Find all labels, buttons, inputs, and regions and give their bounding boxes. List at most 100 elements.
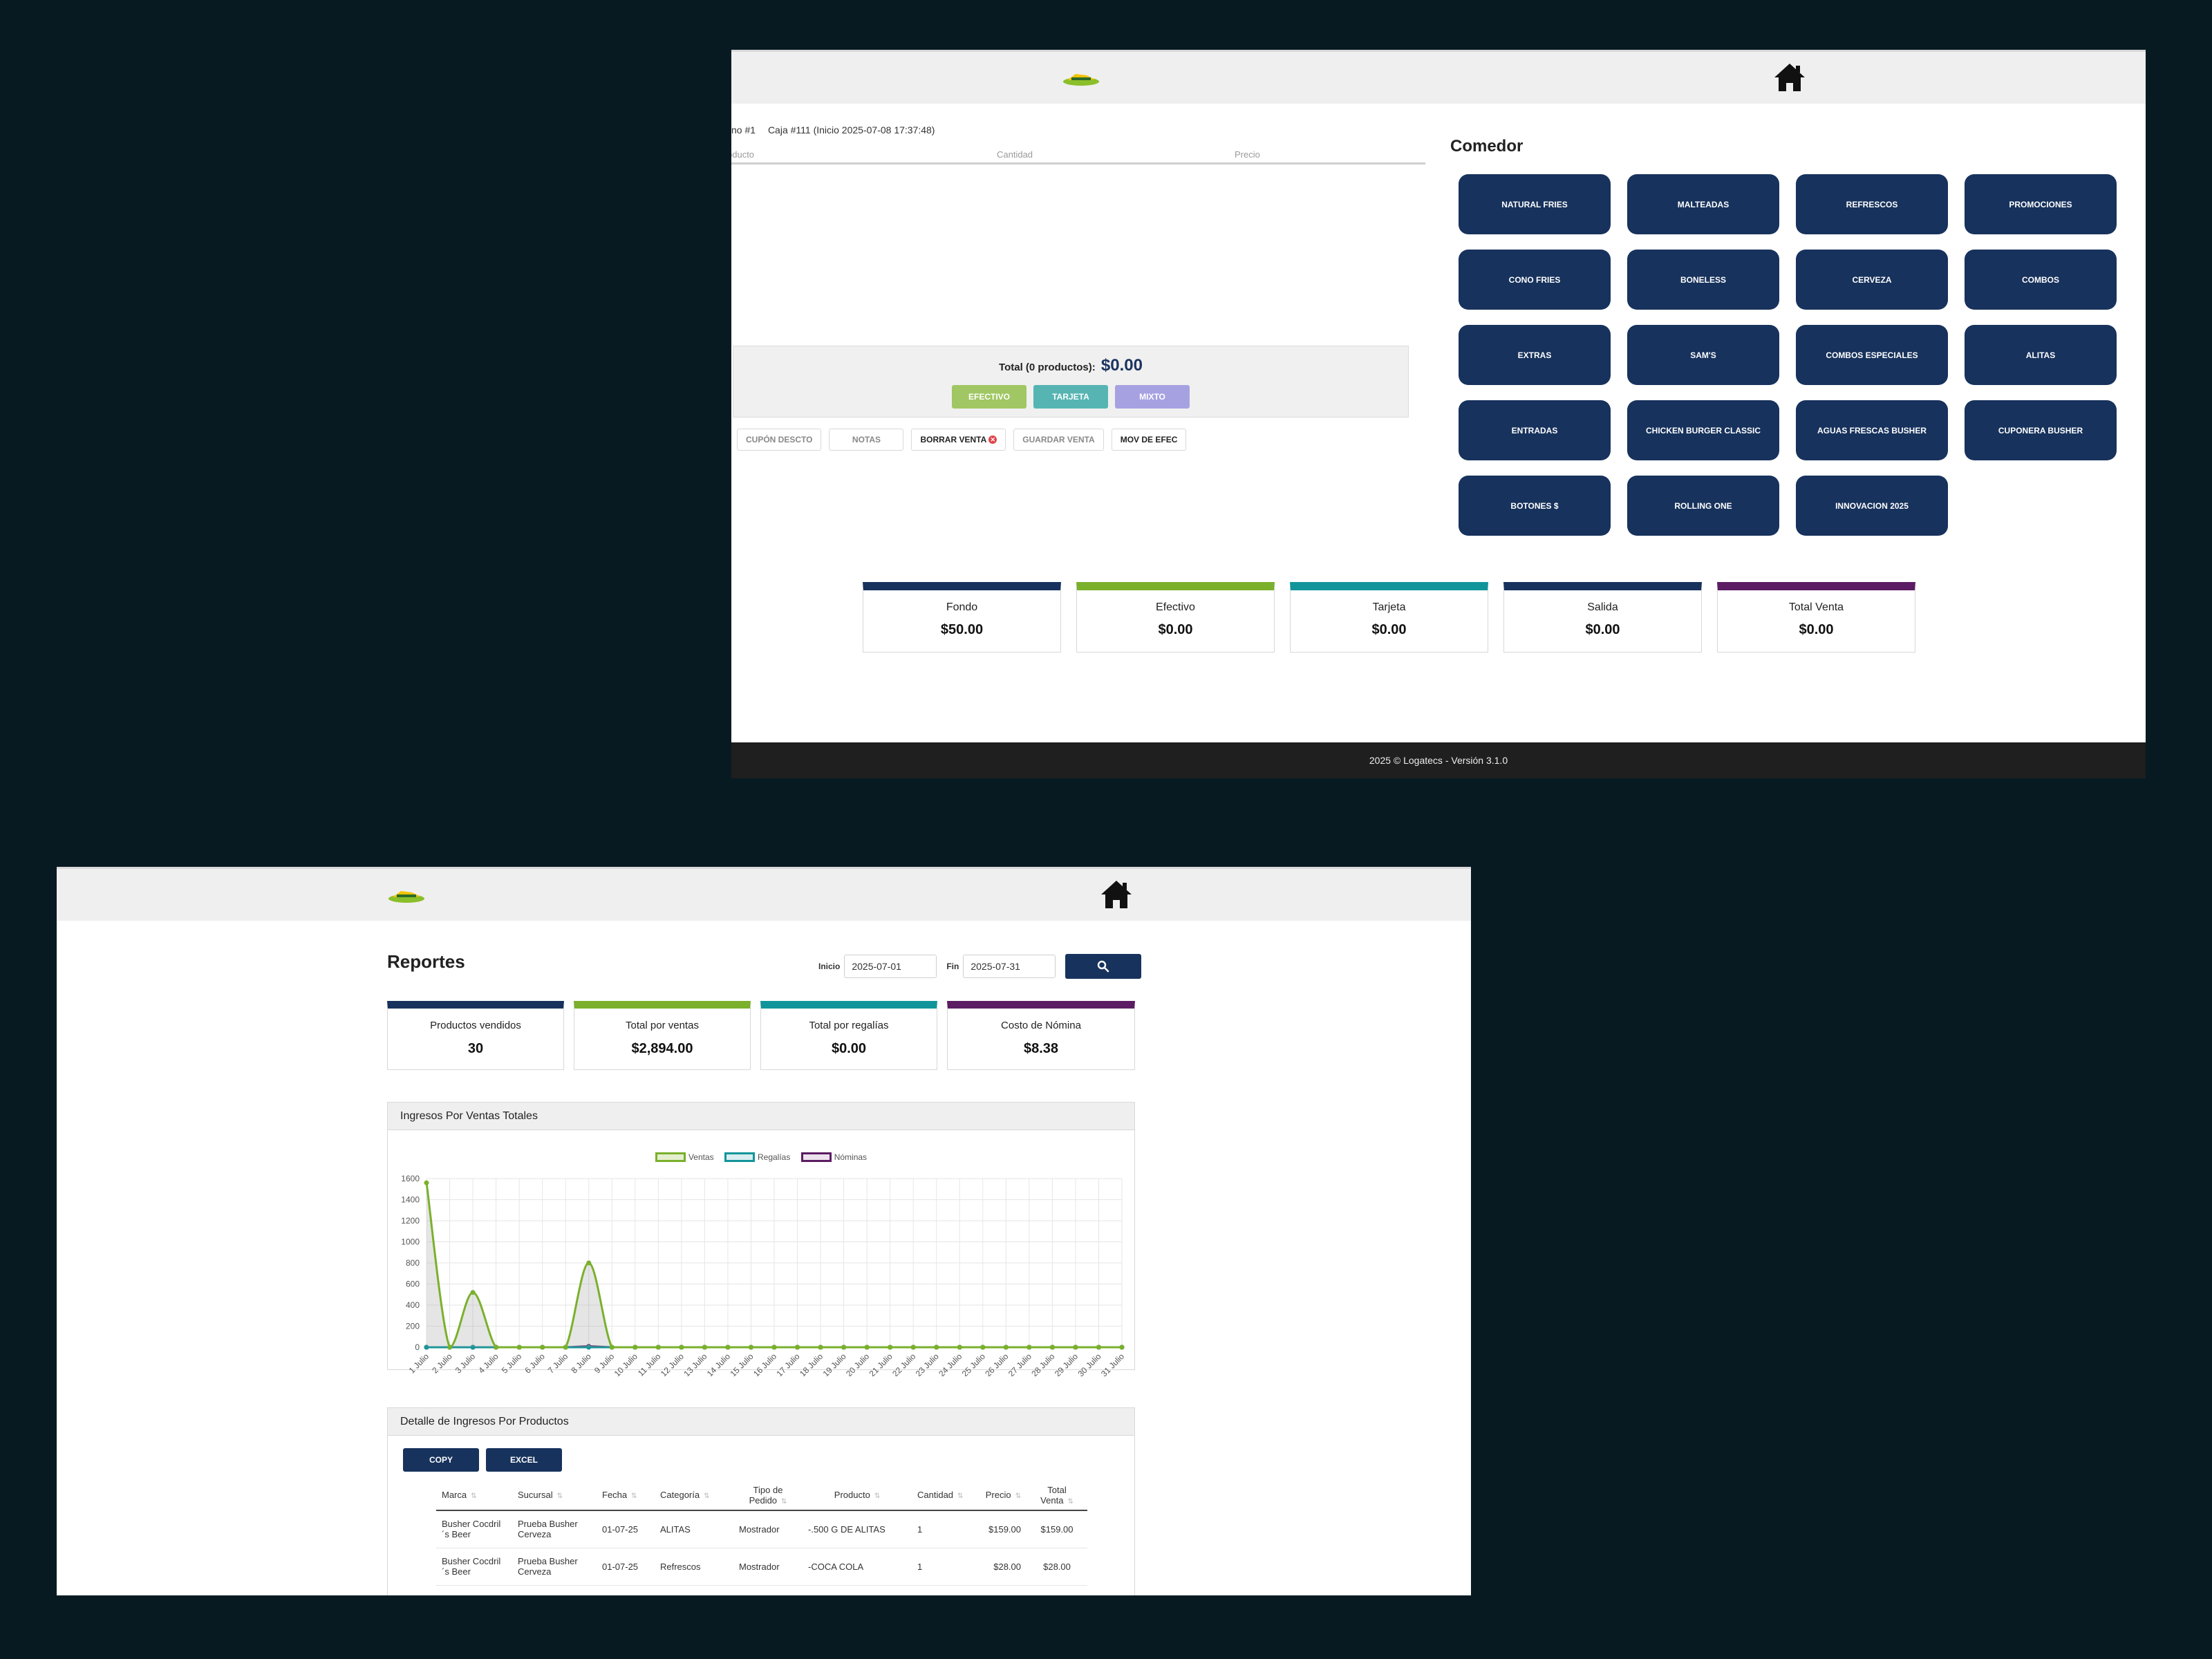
- category-cerveza[interactable]: CERVEZA: [1796, 250, 1948, 310]
- column-label: Categoría: [660, 1490, 700, 1500]
- sort-icon: ⇅: [631, 1492, 637, 1500]
- data-point: [1073, 1344, 1078, 1350]
- x-tick-label: 2 Julio: [430, 1351, 454, 1376]
- category-cono-fries[interactable]: CONO FRIES: [1459, 250, 1611, 310]
- category-promociones[interactable]: PROMOCIONES: [1965, 174, 2117, 234]
- sales-line-chart: 0 200 400 600 800 1000 1200 1400 1600 1 Julio 2 Ju…: [401, 1174, 1126, 1376]
- data-point: [725, 1344, 731, 1350]
- column-label: Sucursal: [518, 1490, 553, 1500]
- column-header-producto[interactable]: Producto ⇅: [803, 1480, 912, 1511]
- mixed-button[interactable]: MIXTO: [1115, 385, 1190, 409]
- brand-logo: [388, 891, 424, 903]
- coupon-button[interactable]: CUPÓN DESCTO: [737, 429, 822, 451]
- home-icon[interactable]: [1099, 879, 1134, 910]
- copy-button[interactable]: COPY: [403, 1448, 479, 1472]
- legend-item-ventas[interactable]: Ventas: [655, 1152, 714, 1162]
- data-point: [748, 1344, 753, 1350]
- category-combos-especiales[interactable]: COMBOS ESPECIALES: [1796, 325, 1948, 385]
- y-tick-label: 1600: [401, 1174, 420, 1183]
- kpi-label: Costo de Nómina: [1001, 1020, 1081, 1031]
- y-tick-label: 800: [406, 1258, 420, 1268]
- cell-precio: $159.00: [974, 1510, 1027, 1548]
- cell-tipo-pedido: Mostrador: [733, 1510, 803, 1548]
- data-point: [632, 1344, 638, 1350]
- chart-panel: Ingresos Por Ventas Totales Ventas Regal…: [387, 1102, 1135, 1376]
- date-filters: Inicio 2025-07-01 Fin 2025-07-31: [818, 954, 1142, 979]
- column-header-sucursal[interactable]: Sucursal ⇅: [512, 1480, 597, 1511]
- category-boneless[interactable]: BONELESS: [1627, 250, 1779, 310]
- cell-producto: -COCA COLA: [803, 1548, 912, 1586]
- register-label: Caja #111 (Inicio 2025-07-08 17:37:48): [767, 124, 935, 135]
- cell-marca: Busher Cocdril´s Beer: [436, 1548, 512, 1586]
- category-chicken-burger-classic[interactable]: CHICKEN BURGER CLASSIC: [1627, 400, 1779, 460]
- cash-movement-button[interactable]: MOV DE EFEC: [1111, 429, 1187, 451]
- category-rolling-one[interactable]: ROLLING ONE: [1627, 476, 1779, 536]
- cell-total-venta: $159.00: [1027, 1510, 1087, 1548]
- legend-item-regalias[interactable]: Regalías: [724, 1152, 790, 1162]
- x-tick-label: 1 Julio: [407, 1351, 431, 1376]
- column-header-categoria[interactable]: Categoría ⇅: [655, 1480, 733, 1511]
- search-button[interactable]: [1065, 954, 1142, 979]
- category-refrescos[interactable]: REFRESCOS: [1796, 174, 1948, 234]
- category-alitas[interactable]: ALITAS: [1965, 325, 2117, 385]
- y-tick-label: 200: [406, 1322, 420, 1331]
- column-header-tipo-pedido[interactable]: Tipo de Pedido ⇅: [733, 1480, 803, 1511]
- kpi-payroll-cost: Costo de Nómina $8.38: [947, 1001, 1135, 1070]
- sort-icon: ⇅: [471, 1492, 477, 1500]
- excel-button[interactable]: EXCEL: [486, 1448, 562, 1472]
- delete-sale-button[interactable]: BORRAR VENTA ✕: [911, 429, 1006, 451]
- notes-button[interactable]: NOTAS: [829, 429, 904, 451]
- start-date-input[interactable]: 2025-07-01: [844, 955, 937, 978]
- category-combos[interactable]: COMBOS: [1965, 250, 2117, 310]
- data-point: [980, 1344, 986, 1350]
- search-icon: [1098, 960, 1109, 973]
- category-innovacion-2025[interactable]: INNOVACION 2025: [1796, 476, 1948, 536]
- kpi-value: $0.00: [1158, 622, 1193, 637]
- cash-button[interactable]: EFECTIVO: [952, 385, 1027, 409]
- save-sale-button[interactable]: GUARDAR VENTA: [1013, 429, 1104, 451]
- category-sams[interactable]: SAM'S: [1627, 325, 1779, 385]
- data-point: [470, 1290, 476, 1295]
- y-tick-label: 600: [406, 1280, 420, 1289]
- y-tick-label: 0: [415, 1342, 420, 1352]
- table-header-row: Marca ⇅ Sucursal ⇅ Fecha ⇅ Categoría ⇅ Tipo …: [436, 1480, 1087, 1511]
- column-header-fecha[interactable]: Fecha ⇅: [597, 1480, 655, 1511]
- category-malteadas[interactable]: MALTEADAS: [1627, 174, 1779, 234]
- column-label: Total Venta: [1040, 1484, 1067, 1506]
- sort-icon: ⇅: [556, 1492, 563, 1500]
- column-label: Tipo de Pedido: [749, 1484, 783, 1506]
- column-quantity: Cantidad: [997, 149, 1033, 160]
- legend-swatch: [655, 1152, 686, 1162]
- total-label: Total (0 productos):: [999, 362, 1096, 373]
- column-header-cantidad[interactable]: Cantidad ⇅: [912, 1480, 974, 1511]
- cell-categoria: Refrescos: [655, 1548, 733, 1586]
- kpi-label: Productos vendidos: [430, 1020, 521, 1031]
- category-cuponera-busher[interactable]: CUPONERA BUSHER: [1965, 400, 2117, 460]
- cell-total-venta: $28.00: [1027, 1548, 1087, 1586]
- sort-icon: ⇅: [1067, 1497, 1074, 1506]
- category-entradas[interactable]: ENTRADAS: [1459, 400, 1611, 460]
- category-extras[interactable]: EXTRAS: [1459, 325, 1611, 385]
- kpi-label: Efectivo: [1156, 601, 1195, 613]
- x-tick-label: 4 Julio: [476, 1351, 500, 1376]
- kpi-label: Tarjeta: [1372, 601, 1406, 613]
- end-date-input[interactable]: 2025-07-31: [963, 955, 1056, 978]
- sort-icon: ⇅: [1015, 1492, 1021, 1500]
- column-header-total-venta[interactable]: Total Venta ⇅: [1027, 1480, 1087, 1511]
- footer: 2025 © Logatecs - Versión 3.1.0: [731, 742, 2146, 778]
- kpi-label: Total Venta: [1788, 601, 1844, 613]
- cash-summary: Fondo $50.00 Efectivo $0.00 Tarjeta $0.0…: [863, 582, 1915, 653]
- category-botones[interactable]: BOTONES $: [1459, 476, 1611, 536]
- home-icon[interactable]: [1772, 62, 1807, 93]
- x-tick-label: 3 Julio: [453, 1351, 478, 1376]
- category-natural-fries[interactable]: NATURAL FRIES: [1459, 174, 1611, 234]
- sort-icon: ⇅: [704, 1492, 710, 1500]
- column-header-marca[interactable]: Marca ⇅: [436, 1480, 512, 1511]
- category-aguas-frescas-busher[interactable]: AGUAS FRESCAS BUSHER: [1796, 400, 1948, 460]
- column-header-precio[interactable]: Precio ⇅: [974, 1480, 1027, 1511]
- legend-item-nominas[interactable]: Nóminas: [800, 1152, 867, 1162]
- column-label: Cantidad: [917, 1490, 954, 1500]
- kpi-label: Total por ventas: [626, 1020, 699, 1031]
- ticket-info: no #1 Caja #111 (Inicio 2025-07-08 17:37…: [731, 124, 944, 135]
- card-button[interactable]: TARJETA: [1033, 385, 1108, 409]
